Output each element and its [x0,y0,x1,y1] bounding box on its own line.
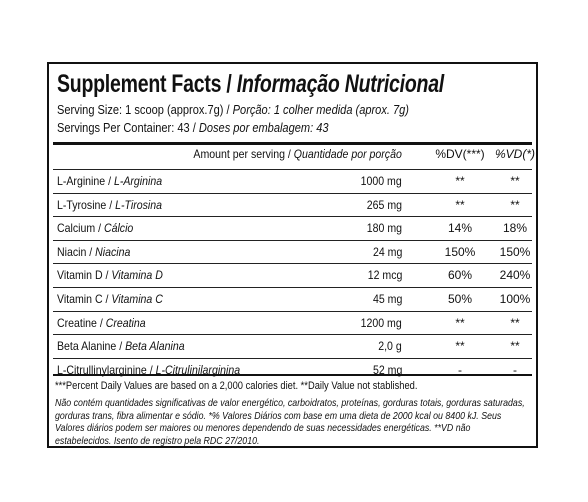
nutrient-portuguese: Niacina [95,244,131,259]
table-row: Creatine / Creatina 1200 mg ** ** [53,310,532,335]
nutrient-name: Creatine / Creatina [57,312,146,334]
amount-label: Amount per serving / [193,147,292,161]
daily-value: ** [455,197,465,212]
amount-header: Amount per serving / Quantidade por porç… [194,147,402,161]
table-row: L-Citrullinylarginine / L-Citrulinilargi… [53,357,532,382]
dv-header: %DV(***) [435,147,485,161]
valor-diario: 150% [499,244,531,259]
amount: 1200 mg [360,315,402,330]
nutrient-name: L-Citrullinylarginine / L-Citrulinilargi… [57,359,240,381]
valor-diario: 18% [502,221,528,236]
amount: 180 mg [366,221,402,236]
amount: 45 mg [372,291,402,306]
nutrient-name: Niacin / Niacina [57,241,130,263]
title-main: Supplement Facts / [57,70,232,98]
table-row: Vitamin C / Vitamina C 45 mg 50% 100% [53,286,532,311]
valor-diario: - [513,362,517,377]
nutrient-portuguese: Vitamina C [111,291,163,306]
nutrient-english: L-Tyrosine / [57,197,113,212]
daily-value: ** [455,315,465,330]
amount: 24 mg [372,244,402,259]
table-header: Amount per serving / Quantidade por porç… [53,147,535,167]
nutrient-english: Niacin / [57,244,93,259]
nutrient-name: Beta Alanine / Beta Alanina [57,335,185,357]
table-row: Niacin / Niacina 24 mg 150% 150% [53,239,532,264]
nutrient-english: L-Citrullinylarginine / [57,362,153,377]
nutrient-name: Vitamin D / Vitamina D [57,264,163,286]
valor-diario: 240% [499,268,531,283]
serving-label: Serving Size: 1 scoop (approx.7g) / [57,102,230,117]
valor-diario: ** [510,339,520,354]
nutrient-english: Vitamin C / [57,291,109,306]
divider [53,142,532,145]
nutrient-name: L-Arginine / L-Arginina [57,170,162,192]
amount-translation: Quantidade por porção [293,147,402,161]
amount: 2,0 g [378,339,402,354]
servings-label: Servings Per Container: 43 / [57,120,196,135]
serving-size: Serving Size: 1 scoop (approx.7g) / Porç… [57,102,409,117]
amount: 1000 mg [360,174,402,188]
nutrient-portuguese: L-Citrulinilarginina [155,362,241,377]
serving-translation: Porção: 1 colher medida (aprox. 7g) [232,102,409,117]
valor-diario: ** [510,174,520,188]
title-translation: Informação Nutricional [236,70,444,98]
daily-value: 60% [447,268,473,283]
nutrient-portuguese: Creatina [105,315,146,330]
nutrient-name: Calcium / Cálcio [57,217,133,239]
daily-value: 50% [447,291,473,306]
nutrient-name: L-Tyrosine / L-Tirosina [57,194,162,216]
valor-diario: ** [510,315,520,330]
valor-diario: 100% [499,291,531,306]
footnote: ***Percent Daily Values are based on a 2… [55,380,418,392]
facts-panel: Supplement Facts / Informação Nutriciona… [47,62,538,448]
nutrient-english: Calcium / [57,221,102,236]
nutrient-portuguese: L-Arginina [113,174,163,188]
nutrient-name: Vitamin C / Vitamina C [57,288,163,310]
amount: 265 mg [366,197,402,212]
divider [53,374,532,376]
table-row: Vitamin D / Vitamina D 12 mcg 60% 240% [53,263,532,287]
nutrient-english: Beta Alanine / [57,339,123,354]
table-row: L-Arginine / L-Arginina 1000 mg ** ** [53,169,532,193]
footnote: Não contém quantidades significativas de… [55,397,525,447]
nutrient-english: Vitamin D / [57,268,109,283]
nutrient-portuguese: Cálcio [103,221,134,236]
nutrient-portuguese: L-Tirosina [115,197,162,212]
table-body: L-Arginine / L-Arginina 1000 mg ** ** L-Tyro… [53,169,532,381]
nutrient-english: Creatine / [57,315,103,330]
table-row: L-Tyrosine / L-Tirosina 265 mg ** ** [53,192,532,217]
amount: 52 mg [372,362,402,377]
daily-value: - [458,362,462,377]
nutrient-english: L-Arginine / [57,174,112,188]
vd-header: %VD(*) [494,147,535,161]
amount: 12 mcg [367,268,402,283]
title: Supplement Facts / Informação Nutriciona… [57,70,444,99]
servings-per-container: Servings Per Container: 43 / Doses por e… [57,120,329,135]
table-row: Beta Alanine / Beta Alanina 2,0 g ** ** [53,334,532,358]
daily-value: 150% [444,244,476,259]
nutrient-portuguese: Vitamina D [111,268,163,283]
daily-value: ** [455,339,465,354]
table-row: Calcium / Cálcio 180 mg 14% 18% [53,216,532,240]
daily-value: ** [455,174,465,188]
servings-translation: Doses por embalagem: 43 [198,120,329,135]
nutrient-portuguese: Beta Alanina [125,339,185,354]
valor-diario: ** [510,197,520,212]
daily-value: 14% [447,221,473,236]
